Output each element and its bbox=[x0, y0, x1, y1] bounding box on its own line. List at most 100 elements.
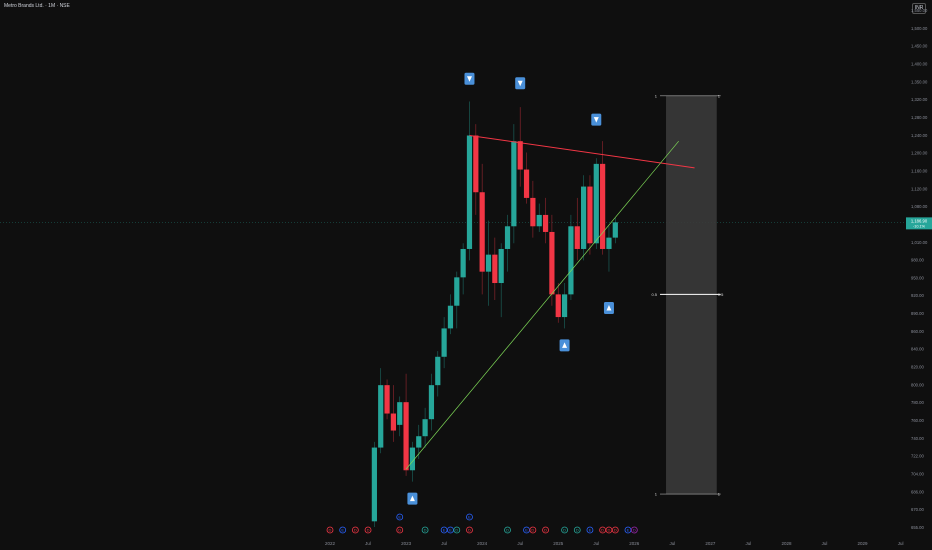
x-tick-label: Jul bbox=[898, 541, 904, 546]
candle-body bbox=[542, 214, 549, 232]
projection-label-right: 1 bbox=[718, 93, 721, 98]
price-tag-price: 1,186.90 bbox=[911, 218, 928, 223]
event-marker-label: E bbox=[468, 515, 471, 520]
x-tick-label: 2025 bbox=[553, 541, 564, 546]
candle-body bbox=[428, 385, 435, 420]
x-tick-label: 2027 bbox=[705, 541, 716, 546]
projection-label-left: 1 bbox=[655, 492, 658, 497]
x-tick-label: 2028 bbox=[781, 541, 792, 546]
candle-body bbox=[397, 402, 403, 425]
y-tick-label: 722.00 bbox=[911, 454, 924, 459]
event-marker-icon bbox=[611, 526, 619, 534]
candle-body bbox=[447, 305, 454, 329]
candle-body bbox=[378, 385, 384, 448]
event-marker-label: D bbox=[354, 528, 357, 533]
x-tick-label: Jul bbox=[365, 541, 371, 546]
arrow-up-icon bbox=[562, 342, 568, 348]
y-tick-label: 1,400.00 bbox=[911, 61, 928, 66]
chart-title: Metro Brands Ltd. · 1M · NSE bbox=[4, 3, 70, 9]
y-tick-label: 1,160.00 bbox=[911, 168, 928, 173]
candle-body bbox=[523, 169, 530, 198]
event-marker-label: D bbox=[544, 528, 547, 533]
y-tick-label: 1,320.00 bbox=[911, 97, 928, 102]
event-marker-icon bbox=[326, 526, 334, 534]
y-tick-label: 1,350.00 bbox=[911, 79, 928, 84]
y-tick-label: 704.00 bbox=[911, 472, 924, 477]
candle-body bbox=[485, 254, 492, 272]
event-marker-label: D bbox=[633, 528, 636, 533]
event-marker-label: E bbox=[627, 528, 630, 533]
candle-body bbox=[504, 226, 511, 249]
x-tick-label: Jul bbox=[822, 541, 828, 546]
y-tick-label: 1,280.00 bbox=[911, 115, 928, 120]
event-marker-label: D bbox=[455, 528, 458, 533]
candle-body bbox=[581, 186, 587, 249]
projection-box: 1 1 0.5 0.5 1 1 bbox=[651, 93, 724, 496]
event-marker-icon bbox=[364, 526, 372, 534]
event-marker-icon bbox=[630, 526, 638, 534]
event-marker-icon bbox=[504, 526, 511, 534]
x-tick-label: Jul bbox=[593, 541, 599, 546]
event-marker-icon bbox=[453, 526, 461, 534]
candle-body bbox=[612, 222, 618, 238]
event-marker-label: D bbox=[576, 528, 579, 533]
projection-label-left: 1 bbox=[655, 93, 658, 98]
event-marker-label: E bbox=[589, 528, 592, 533]
y-tick-label: 1,550.00 bbox=[911, 8, 928, 13]
candle-body bbox=[403, 402, 409, 471]
y-tick-label: 655.00 bbox=[911, 525, 924, 530]
y-axis: 1,550.00 1,500.00 1,450.00 1,400.00 1,350.00… bbox=[911, 8, 928, 530]
projection-label-right: 0.5 bbox=[718, 292, 724, 297]
y-tick-label: 686.00 bbox=[911, 489, 924, 494]
event-marker-icon bbox=[573, 526, 581, 534]
event-marker-label: D bbox=[601, 528, 604, 533]
candle-body bbox=[587, 186, 593, 244]
event-markers: D E D D DED E E D DED E D D D D E D D D E D bbox=[326, 513, 638, 534]
event-marker-label: E bbox=[443, 528, 446, 533]
candle-body bbox=[416, 436, 422, 448]
event-marker-label: D bbox=[608, 528, 611, 533]
y-tick-label: 670.00 bbox=[911, 507, 924, 512]
candle-body bbox=[435, 356, 441, 386]
event-marker-label: D bbox=[563, 528, 566, 533]
event-marker-label: D bbox=[614, 528, 617, 533]
candle-body bbox=[384, 385, 390, 414]
event-marker-icon bbox=[561, 526, 568, 534]
event-marker-icon bbox=[466, 513, 473, 521]
price-tag: 1,186.90-10.1% bbox=[906, 217, 932, 230]
event-marker-label: D bbox=[424, 528, 427, 533]
event-marker-label: D bbox=[367, 528, 370, 533]
x-tick-label: 2023 bbox=[401, 541, 412, 546]
candle-body bbox=[460, 248, 466, 278]
y-tick-label: 890.00 bbox=[911, 311, 924, 316]
y-tick-label: 1,240.00 bbox=[911, 133, 928, 138]
resistance-line bbox=[469, 135, 695, 169]
arrow-down-icon bbox=[466, 76, 472, 82]
event-marker-label: E bbox=[341, 528, 344, 533]
y-tick-label: 860.00 bbox=[911, 329, 924, 334]
event-marker-label: D bbox=[398, 528, 401, 533]
event-marker-label: D bbox=[531, 528, 534, 533]
event-marker-label: D bbox=[468, 528, 471, 533]
currency-button[interactable]: INR bbox=[912, 3, 926, 14]
x-tick-label: Jul bbox=[517, 541, 523, 546]
candle-body bbox=[441, 328, 447, 357]
y-tick-label: 950.00 bbox=[911, 275, 924, 280]
event-marker-icon bbox=[396, 526, 404, 534]
x-axis: 2022 Jul 2023 Jul 2024 Jul 2025 Jul 2026 Jul 2027 J… bbox=[325, 541, 903, 546]
y-tick-label: 1,450.00 bbox=[911, 44, 928, 49]
candle-body bbox=[492, 254, 498, 284]
arrow-up-icon bbox=[606, 304, 612, 311]
event-marker-icon bbox=[529, 526, 537, 534]
projection-label-right: 1 bbox=[718, 492, 721, 497]
event-marker-icon bbox=[351, 526, 359, 534]
candles bbox=[371, 101, 618, 527]
candle-body bbox=[568, 226, 574, 295]
candle-body bbox=[511, 141, 517, 227]
candle-body bbox=[479, 192, 485, 272]
y-tick-label: 760.00 bbox=[911, 418, 924, 423]
y-tick-label: 1,120.00 bbox=[911, 186, 928, 191]
candle-body bbox=[422, 419, 428, 437]
y-tick-label: 980.00 bbox=[911, 258, 924, 263]
